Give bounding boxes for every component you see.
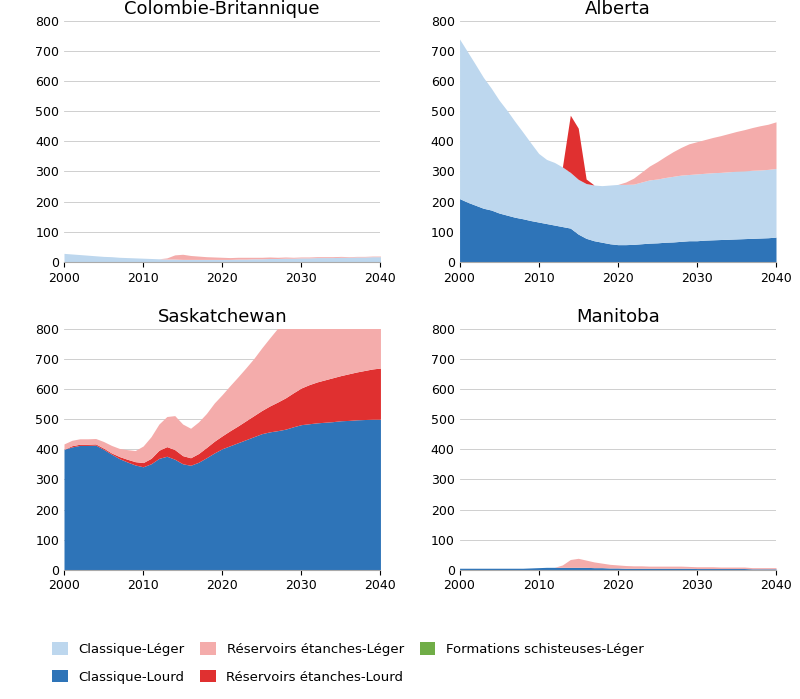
Title: Saskatchewan: Saskatchewan — [158, 308, 287, 326]
Legend: Classique-Lourd, Réservoirs étanches-Lourd: Classique-Lourd, Réservoirs étanches-Lou… — [46, 665, 409, 689]
Title: Colombie-Britannique: Colombie-Britannique — [125, 0, 320, 18]
Title: Alberta: Alberta — [585, 0, 650, 18]
Legend: Classique-Léger, Réservoirs étanches-Léger, Formations schisteuses-Léger: Classique-Léger, Réservoirs étanches-Lég… — [46, 637, 649, 661]
Title: Manitoba: Manitoba — [576, 308, 660, 326]
